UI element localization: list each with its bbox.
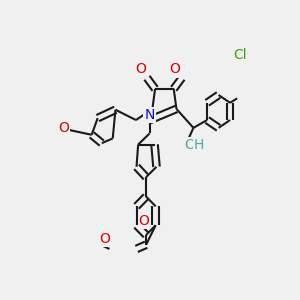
Text: H: H [194, 137, 204, 152]
Text: O: O [99, 232, 110, 246]
Text: O: O [139, 214, 150, 228]
Text: O: O [169, 62, 180, 76]
Text: O: O [184, 137, 195, 152]
Text: Cl: Cl [233, 49, 247, 62]
Text: O: O [58, 121, 69, 135]
Text: N: N [145, 108, 155, 122]
Text: O: O [136, 62, 146, 76]
